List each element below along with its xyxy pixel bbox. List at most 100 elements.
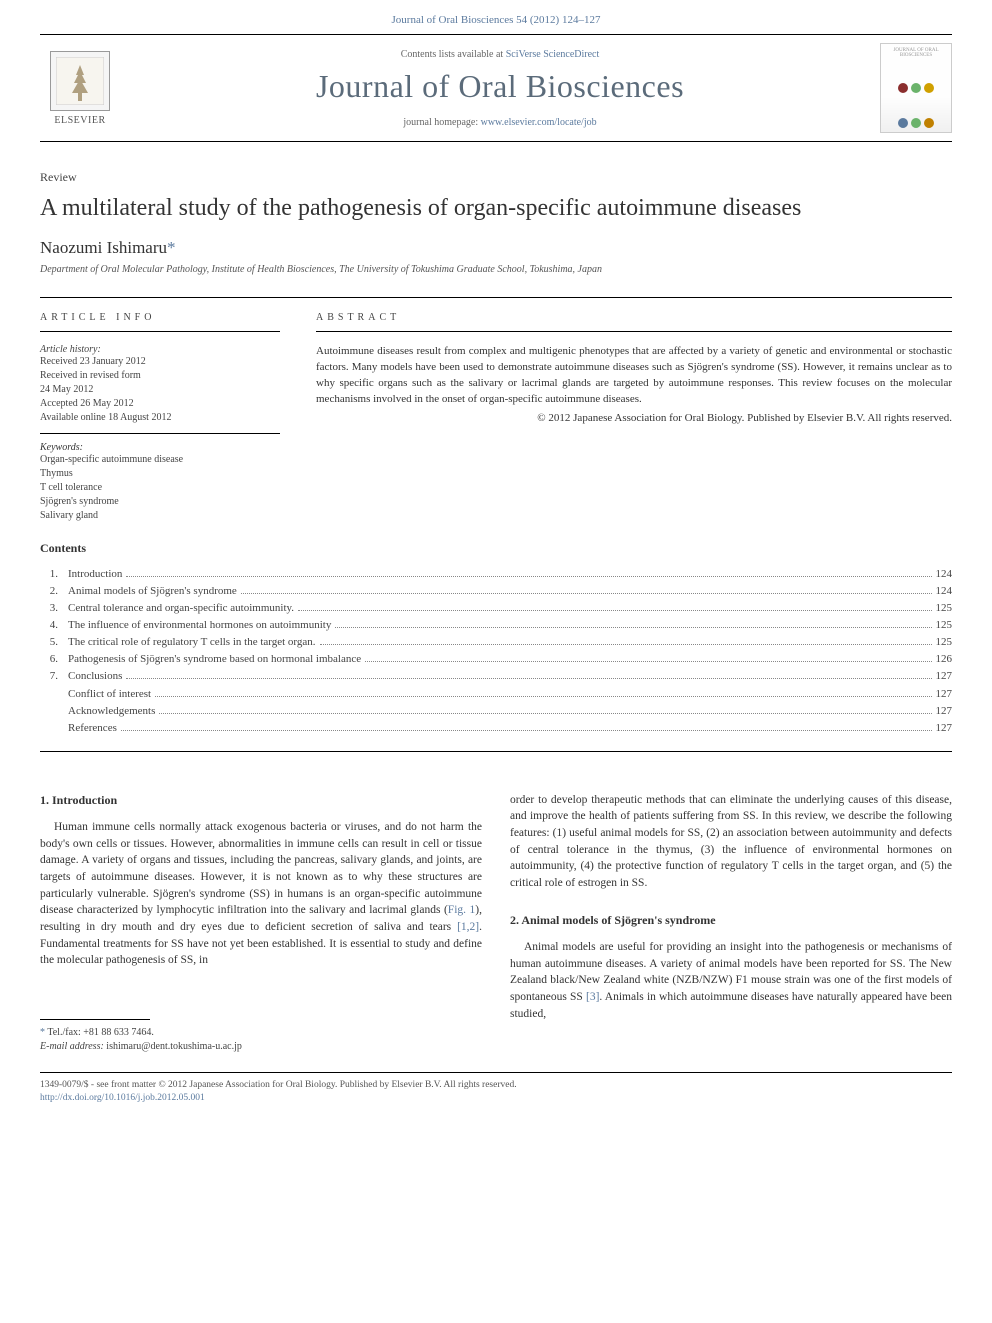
- contents-bottom-rule: [40, 751, 952, 752]
- figure-link[interactable]: Fig. 1: [448, 904, 475, 916]
- toc-leader: [320, 644, 932, 645]
- corr-marker: *: [40, 1027, 45, 1038]
- toc-page: 126: [936, 651, 953, 668]
- body-column-left: 1. Introduction Human immune cells norma…: [40, 792, 482, 1054]
- toc-title: Pathogenesis of Sjögren's syndrome based…: [68, 651, 361, 668]
- article-info-block: ARTICLE INFO Article history: Received 2…: [40, 312, 280, 523]
- keyword: Organ-specific autoimmune disease: [40, 453, 280, 467]
- reference-link[interactable]: [3]: [586, 991, 599, 1003]
- keyword: T cell tolerance: [40, 481, 280, 495]
- keyword: Salivary gland: [40, 509, 280, 523]
- toc-page: 127: [936, 720, 953, 737]
- toc-subitem[interactable]: Conflict of interest 127: [40, 686, 952, 703]
- toc-leader: [335, 627, 931, 628]
- body-column-right: order to develop therapeutic methods tha…: [510, 792, 952, 1054]
- contents-available-label: Contents lists available at: [401, 49, 503, 60]
- toc-number: 2.: [40, 583, 68, 600]
- sciencedirect-link[interactable]: SciVerse ScienceDirect: [506, 49, 600, 60]
- contents-block: Contents 1.Introduction1242.Animal model…: [40, 541, 952, 736]
- toc-item[interactable]: 4.The influence of environmental hormone…: [40, 617, 952, 634]
- toc-leader: [155, 696, 931, 697]
- toc-item[interactable]: 3.Central tolerance and organ-specific a…: [40, 600, 952, 617]
- abstract-text: Autoimmune diseases result from complex …: [316, 344, 952, 408]
- toc-leader: [298, 610, 931, 611]
- footnote-rule: [40, 1019, 150, 1020]
- toc-title: Animal models of Sjögren's syndrome: [68, 583, 237, 600]
- cover-dot: [898, 118, 908, 128]
- toc-page: 125: [936, 600, 953, 617]
- toc-number: 5.: [40, 634, 68, 651]
- toc-title: Conclusions: [68, 668, 122, 685]
- affiliation: Department of Oral Molecular Pathology, …: [40, 264, 952, 275]
- corresponding-marker: *: [167, 238, 176, 257]
- keywords-label: Keywords:: [40, 442, 280, 453]
- reference-link[interactable]: [1,2]: [457, 921, 479, 933]
- toc-item[interactable]: 1.Introduction 124: [40, 566, 952, 583]
- journal-cover-thumbnail: JOURNAL OF ORAL BIOSCIENCES: [880, 43, 952, 133]
- toc-number: 3.: [40, 600, 68, 617]
- toc-page: 125: [936, 617, 953, 634]
- article-type: Review: [40, 170, 952, 185]
- toc-leader: [241, 593, 932, 594]
- intro-paragraph-cont: order to develop therapeutic methods tha…: [510, 792, 952, 892]
- toc-leader: [365, 661, 931, 662]
- journal-title: Journal of Oral Biosciences: [120, 68, 880, 105]
- toc-leader: [126, 678, 931, 679]
- homepage-label: journal homepage:: [403, 117, 478, 128]
- history-label: Article history:: [40, 344, 280, 355]
- received-date: Received 23 January 2012: [40, 355, 280, 369]
- page-footer: 1349-0079/$ - see front matter © 2012 Ja…: [40, 1072, 952, 1106]
- toc-item[interactable]: 5.The critical role of regulatory T cell…: [40, 634, 952, 651]
- toc-page: 127: [936, 668, 953, 685]
- publisher-logo: ELSEVIER: [40, 43, 120, 133]
- masthead: ELSEVIER Contents lists available at Sci…: [40, 34, 952, 142]
- toc-title: Conflict of interest: [68, 686, 151, 703]
- cover-dot: [911, 83, 921, 93]
- toc-page: 124: [936, 566, 953, 583]
- toc-number: 6.: [40, 651, 68, 668]
- toc-leader: [159, 713, 931, 714]
- contents-available: Contents lists available at SciVerse Sci…: [120, 49, 880, 60]
- toc-number: 4.: [40, 617, 68, 634]
- tel-label: Tel./fax:: [47, 1027, 80, 1038]
- homepage-link[interactable]: www.elsevier.com/locate/job: [481, 117, 597, 128]
- toc-subitem[interactable]: Acknowledgements127: [40, 703, 952, 720]
- toc-title: The influence of environmental hormones …: [68, 617, 331, 634]
- front-matter-line: 1349-0079/$ - see front matter © 2012 Ja…: [40, 1079, 952, 1092]
- online-date: Available online 18 August 2012: [40, 411, 280, 425]
- toc-leader: [121, 730, 932, 731]
- revised-label: Received in revised form: [40, 369, 280, 383]
- cover-dots-top: [885, 83, 947, 93]
- journal-homepage: journal homepage: www.elsevier.com/locat…: [120, 117, 880, 128]
- cover-dots-bottom: [885, 118, 947, 128]
- toc-item[interactable]: 7.Conclusions127: [40, 668, 952, 685]
- contents-heading: Contents: [40, 541, 952, 556]
- elsevier-tree-icon: [50, 51, 110, 111]
- toc-title: The critical role of regulatory T cells …: [68, 634, 316, 651]
- toc-item[interactable]: 2.Animal models of Sjögren's syndrome124: [40, 583, 952, 600]
- email-value: ishimaru@dent.tokushima-u.ac.jp: [106, 1041, 242, 1052]
- abstract-copyright: © 2012 Japanese Association for Oral Bio…: [316, 412, 952, 424]
- author-name: Naozumi Ishimaru: [40, 238, 167, 257]
- toc-page: 127: [936, 686, 953, 703]
- accepted-date: Accepted 26 May 2012: [40, 397, 280, 411]
- author-list: Naozumi Ishimaru*: [40, 238, 952, 258]
- running-head: Journal of Oral Biosciences 54 (2012) 12…: [0, 0, 992, 34]
- abstract-block: ABSTRACT Autoimmune diseases result from…: [316, 312, 952, 523]
- toc-item[interactable]: 6.Pathogenesis of Sjögren's syndrome bas…: [40, 651, 952, 668]
- body-text: Human immune cells normally attack exoge…: [40, 821, 482, 916]
- intro-paragraph: Human immune cells normally attack exoge…: [40, 819, 482, 969]
- keyword: Thymus: [40, 467, 280, 481]
- toc-page: 125: [936, 634, 953, 651]
- toc-subitem[interactable]: References127: [40, 720, 952, 737]
- doi-link[interactable]: http://dx.doi.org/10.1016/j.job.2012.05.…: [40, 1093, 205, 1103]
- email-label: E-mail address:: [40, 1041, 104, 1052]
- publisher-name: ELSEVIER: [54, 115, 105, 126]
- cover-dot: [911, 118, 921, 128]
- toc-title: Central tolerance and organ-specific aut…: [68, 600, 294, 617]
- toc-number: 1.: [40, 566, 68, 583]
- tel-value: +81 88 633 7464.: [83, 1027, 154, 1038]
- toc-title: Introduction: [68, 566, 122, 583]
- revised-date: 24 May 2012: [40, 383, 280, 397]
- section-heading-models: 2. Animal models of Sjögren's syndrome: [510, 912, 952, 929]
